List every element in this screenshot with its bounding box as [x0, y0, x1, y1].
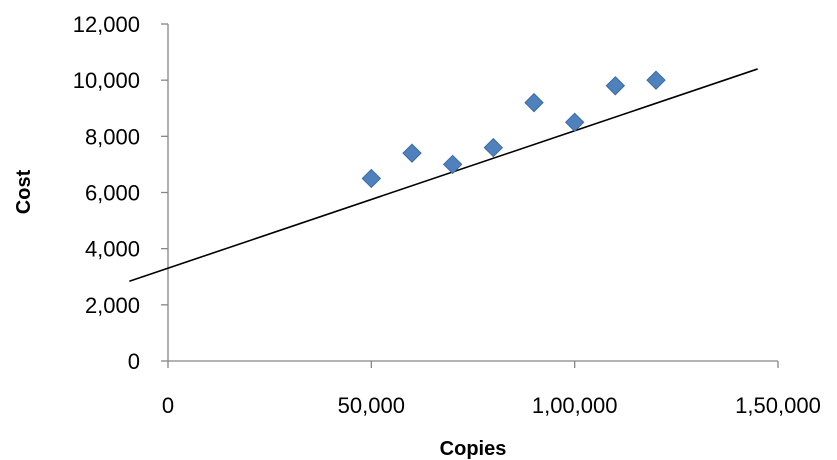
y-tick-label: 4,000	[85, 237, 140, 262]
data-point	[564, 112, 585, 132]
trendline	[129, 68, 758, 283]
x-axis-title: Copies	[440, 438, 507, 460]
axes: 0 2,000 4,000 6,000 8,000 10,000 12,000 0 50,000…	[73, 12, 821, 418]
trendline-group	[129, 68, 758, 283]
y-tick-label: 0	[128, 349, 140, 374]
y-tick-label: 12,000	[73, 12, 140, 37]
y-tick-label: 6,000	[85, 181, 140, 206]
x-tick-label: 1,00,000	[532, 393, 618, 418]
data-point	[483, 137, 504, 158]
data-point	[646, 70, 666, 90]
y-tick-label: 10,000	[73, 68, 140, 93]
data-point	[524, 92, 544, 113]
y-tick-label: 2,000	[85, 293, 140, 318]
data-point	[605, 76, 626, 96]
y-axis-title: Cost	[13, 169, 35, 214]
y-tick-label: 8,000	[85, 124, 140, 149]
data-point	[402, 143, 422, 163]
x-tick-label: 0	[162, 393, 174, 418]
axis-labels: Copies Cost	[13, 169, 506, 460]
data-point	[442, 154, 463, 175]
data-point	[361, 168, 382, 189]
x-tick-label: 50,000	[338, 393, 405, 418]
data-points	[361, 70, 666, 189]
x-tick-label: 1,50,000	[735, 393, 821, 418]
